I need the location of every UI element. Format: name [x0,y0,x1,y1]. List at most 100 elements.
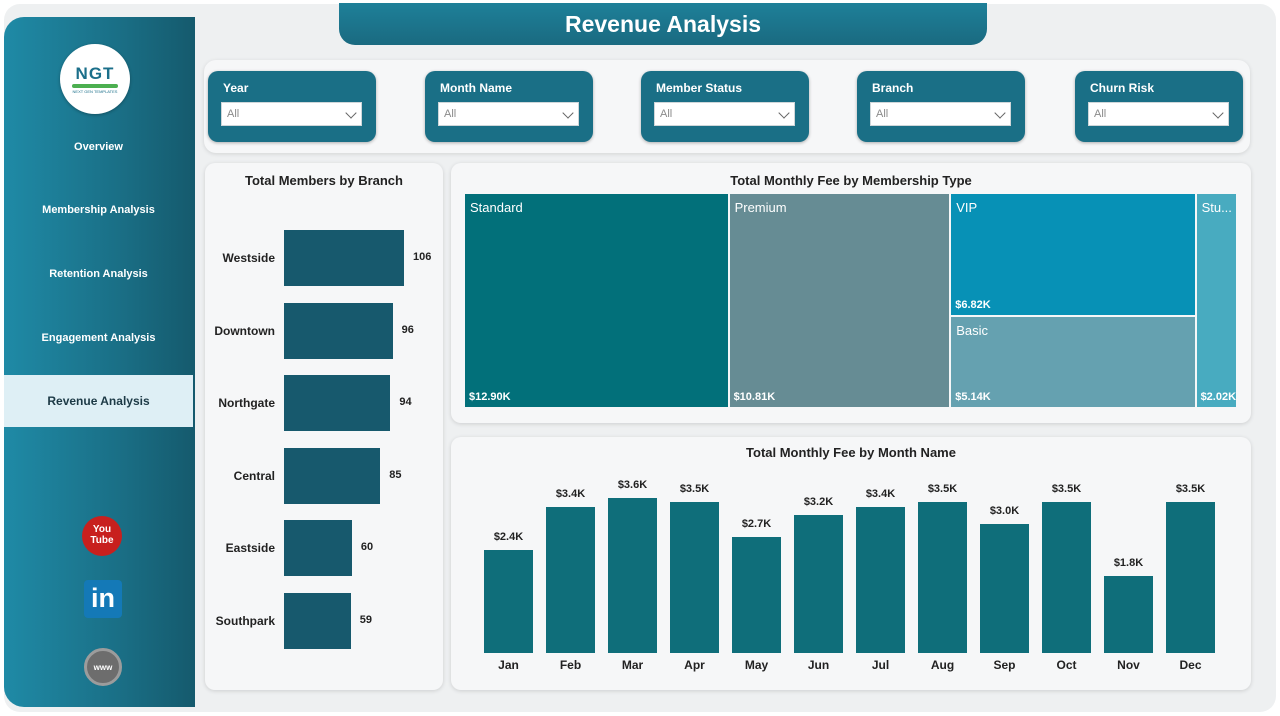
treemap-tile-value: $5.14K [955,390,991,403]
slicer-label: Member Status [656,81,743,95]
fee-by-month-panel: Total Monthly Fee by Month Name $2.4K Jan… [451,437,1251,690]
chevron-down-icon [778,107,790,119]
treemap-tile: Stu... $2.02K [1196,194,1236,407]
slicer-branch: Branch All [857,71,1025,142]
dropdown-value: All [444,108,457,120]
bar-category-label: Westside [222,251,275,265]
bar-value-label: 96 [401,323,414,336]
nav-item-engagement-analysis[interactable]: Engagement Analysis [41,332,156,344]
slicer-label: Month Name [440,81,512,95]
chart-title: Total Monthly Fee by Membership Type [730,173,972,188]
bar-category-label: Eastside [225,541,275,555]
bar-value-label: $3.5K [1051,483,1082,496]
bar-value-label: $3.2K [803,496,834,509]
chart-title: Total Monthly Fee by Month Name [746,445,956,460]
bar-value-label: 60 [360,541,374,553]
treemap-tile-label: Basic [956,322,989,338]
chevron-down-icon [345,107,357,119]
bar-category-label: Aug [930,658,955,672]
bar-category-label: Apr [684,658,705,672]
bar [670,502,719,653]
treemap-tile-value: $6.82K [955,298,991,311]
bar-category-label: Oct [1056,658,1077,672]
slicer-month-name: Month Name All [425,71,593,142]
treemap-tile: Standard $12.90K [465,194,728,407]
nav-item-overview[interactable]: Overview [74,141,123,153]
bar-value-label: $2.7K [741,517,772,530]
dropdown-value: All [660,108,673,120]
bar [284,302,393,359]
bar-category-label: Jul [871,658,890,672]
churn-risk-dropdown[interactable]: All [1088,102,1229,126]
bar [794,515,843,653]
logo-text: NGT [75,64,115,83]
youtube-icon[interactable]: You Tube [82,516,122,556]
bar-category-label: Downtown [214,323,275,338]
bar-value-label: $2.4K [493,530,524,543]
logo: NGT NEXT GEN TEMPLATES [60,44,130,114]
bar-value-label: 59 [359,613,373,626]
logo-subtext: NEXT GEN TEMPLATES [72,89,118,94]
bar-category-label: Jan [498,658,519,672]
bar [856,506,905,653]
linkedin-icon[interactable]: in [84,580,122,618]
bar-value-label: $3.6K [617,479,648,491]
nav-item-membership-analysis[interactable]: Membership Analysis [42,204,155,216]
member-status-dropdown[interactable]: All [654,102,795,126]
bar-value-label: $1.8K [1113,556,1144,569]
nav-item-retention-analysis[interactable]: Retention Analysis [49,268,148,280]
treemap-tile: Premium $10.81K [729,194,950,407]
bar-value-label: 106 [413,251,432,263]
bar-category-label: Dec [1179,658,1202,672]
members-by-branch-panel: Total Members by Branch Westside 106 Downt… [205,163,443,690]
year-dropdown[interactable]: All [221,102,362,126]
bar-value-label: $3.5K [927,483,958,496]
bar [732,536,781,653]
dropdown-value: All [227,108,240,120]
bar-category-label: Jun [807,658,830,672]
bar [608,498,657,653]
bar [918,502,967,653]
bar-value-label: $3.5K [679,483,710,496]
bar [484,549,533,653]
treemap-tile-label: Stu... [1201,200,1232,215]
chevron-down-icon [1212,107,1224,119]
logo-swoosh-icon [72,84,118,88]
slicer-label: Year [223,81,249,95]
linkedin-icon-text: in [91,583,115,613]
slicer-year: Year All [208,71,376,142]
bar-value-label: $3.0K [989,504,1020,517]
bar-value-label: $3.5K [1175,483,1206,496]
month-name-dropdown[interactable]: All [438,102,579,126]
bar-category-label: Nov [1117,658,1140,672]
nav-item-revenue-analysis[interactable]: Revenue Analysis [4,375,193,427]
branch-dropdown[interactable]: All [870,102,1011,126]
bar [1104,575,1153,653]
treemap-tile-label: Standard [470,200,523,215]
slicer-member-status: Member Status All [641,71,809,142]
chevron-down-icon [994,107,1006,119]
bar-value-label: $3.4K [865,487,896,500]
page-title-bar: Revenue Analysis [339,3,987,45]
bar [1166,502,1215,653]
bar-category-label: Feb [559,658,582,672]
treemap-tile-value: $12.90K [469,391,511,403]
bar-value-label: 85 [389,468,402,481]
bar-category-label: Sep [993,658,1016,672]
bar-category-label: Central [233,468,275,483]
page-title: Revenue Analysis [564,11,762,37]
bar [284,520,352,576]
bar-value-label: 94 [399,396,412,408]
treemap-tile: Basic $5.14K [951,316,1195,407]
bar [980,523,1029,653]
globe-icon[interactable]: www [84,648,122,686]
bar [284,375,391,431]
slicer-label: Branch [872,81,914,95]
chevron-down-icon [562,107,574,119]
dropdown-value: All [1094,108,1107,120]
globe-icon-text: www [93,663,113,672]
dropdown-value: All [876,108,889,120]
treemap-tile-label: VIP [956,200,978,215]
bar-category-label: Northgate [218,396,275,410]
